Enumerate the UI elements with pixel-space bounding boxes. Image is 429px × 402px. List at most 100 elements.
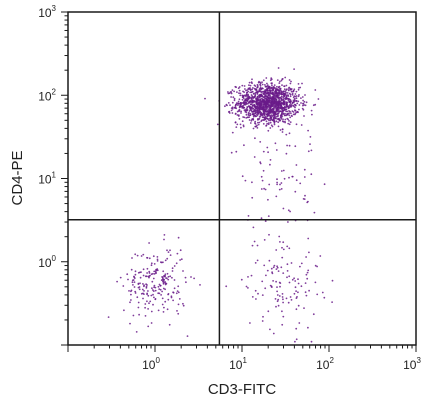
data-point	[267, 198, 269, 201]
data-point	[277, 106, 280, 109]
data-point	[271, 112, 273, 114]
data-point	[237, 104, 239, 106]
data-point	[265, 124, 268, 127]
data-point	[186, 335, 189, 337]
data-point	[176, 252, 179, 255]
data-point	[259, 84, 262, 87]
data-point	[147, 290, 149, 292]
data-point	[262, 111, 265, 113]
data-point	[282, 315, 285, 318]
data-point	[270, 98, 273, 100]
data-point	[268, 259, 271, 262]
data-point	[137, 306, 140, 309]
data-point	[245, 95, 247, 98]
data-point	[316, 265, 318, 268]
data-point	[296, 102, 299, 105]
data-point	[235, 107, 238, 110]
data-point	[287, 94, 289, 96]
data-point	[248, 96, 251, 99]
data-point	[295, 338, 298, 341]
data-point	[293, 105, 295, 108]
data-point	[251, 110, 253, 113]
data-point	[283, 85, 286, 88]
data-point	[280, 266, 283, 269]
data-point	[261, 294, 264, 296]
data-point	[268, 233, 270, 236]
data-point	[308, 251, 310, 254]
data-point	[146, 272, 149, 274]
data-point	[287, 209, 290, 212]
data-point	[228, 112, 231, 114]
data-point	[263, 264, 266, 267]
data-point	[282, 301, 284, 304]
data-point	[268, 122, 270, 124]
data-point	[256, 105, 258, 108]
data-point	[249, 112, 252, 115]
data-point	[280, 182, 283, 184]
data-point	[270, 267, 273, 270]
data-point	[238, 89, 241, 92]
data-point	[269, 163, 271, 166]
data-point	[235, 126, 238, 128]
data-point	[164, 275, 166, 277]
data-point	[163, 306, 165, 309]
data-point	[289, 82, 292, 85]
data-point	[287, 301, 290, 304]
data-point	[276, 108, 279, 110]
data-point	[264, 287, 267, 290]
data-point	[306, 271, 309, 274]
data-point	[236, 110, 239, 113]
y-axis-label: CD4-PE	[9, 150, 26, 205]
data-point	[275, 120, 278, 123]
data-point	[252, 104, 254, 107]
data-point	[279, 80, 281, 83]
data-point	[275, 268, 278, 270]
data-point	[295, 123, 298, 126]
data-point	[281, 78, 284, 80]
data-point	[258, 104, 260, 107]
data-point	[244, 98, 247, 101]
data-point	[269, 107, 272, 109]
data-point	[307, 269, 310, 272]
data-point	[162, 311, 165, 313]
data-point	[275, 105, 278, 108]
data-point	[281, 106, 283, 109]
data-point	[269, 284, 272, 287]
data-point	[157, 309, 160, 312]
data-point	[254, 88, 257, 91]
data-point	[250, 106, 252, 109]
data-point	[153, 270, 156, 273]
data-point	[151, 287, 153, 290]
data-point	[237, 87, 240, 90]
data-point	[291, 92, 294, 95]
data-point	[285, 89, 288, 91]
data-point	[310, 109, 313, 112]
data-point	[269, 95, 271, 98]
data-point	[285, 84, 288, 87]
data-point	[272, 332, 275, 335]
data-point	[268, 119, 270, 122]
data-point	[286, 263, 289, 266]
data-point	[153, 296, 155, 299]
data-point	[193, 277, 196, 280]
data-point	[236, 91, 238, 93]
data-point	[179, 249, 182, 252]
data-point	[144, 306, 147, 309]
data-point	[294, 190, 297, 193]
data-point	[307, 326, 309, 329]
data-point	[260, 175, 263, 178]
data-point	[323, 183, 326, 186]
data-point	[304, 104, 307, 107]
data-point	[307, 200, 309, 203]
data-point	[248, 105, 251, 108]
data-point	[312, 104, 315, 107]
data-point	[273, 116, 276, 118]
data-point	[289, 95, 292, 98]
data-point	[264, 101, 267, 103]
x-tick-label: 100	[142, 356, 160, 372]
data-point	[295, 297, 298, 299]
data-point	[238, 92, 240, 95]
data-point	[286, 92, 289, 94]
data-point	[247, 287, 249, 289]
data-point	[149, 274, 151, 277]
